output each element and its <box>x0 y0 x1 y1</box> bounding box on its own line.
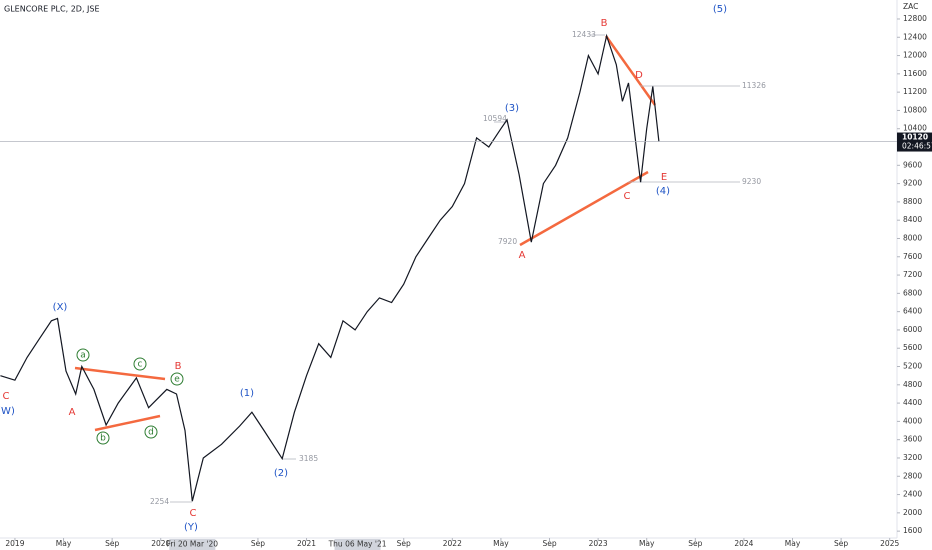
y-tick-label: 9600 <box>903 160 922 169</box>
trend-line <box>519 170 649 247</box>
crosshair-date-box <box>169 539 216 550</box>
y-tick-label: 6800 <box>903 288 922 297</box>
level-label: 9230 <box>742 177 761 186</box>
x-tick-label: 2019 <box>5 539 24 548</box>
y-tick-label: 9200 <box>903 179 922 188</box>
y-tick-label: 4000 <box>903 416 922 425</box>
wave-circle <box>133 357 147 371</box>
trend-lines <box>74 35 657 432</box>
wave-circle <box>170 372 184 386</box>
y-tick-label: 12000 <box>903 51 927 60</box>
wave-label: D <box>635 70 643 81</box>
x-tick-label: 2023 <box>589 539 608 548</box>
wave-label: a <box>80 351 86 361</box>
crosshair-date-label: Fri 20 Mar '20 <box>167 540 219 549</box>
wave-label: b <box>100 434 106 444</box>
y-tick-label: 8400 <box>903 215 922 224</box>
y-tick-label: 5600 <box>903 343 922 352</box>
x-tick-label: 2022 <box>443 539 462 548</box>
crosshair-date-label: Thu 06 May '21 <box>328 540 387 549</box>
y-tick-label: 7600 <box>903 252 922 261</box>
current-price-label: 10120 <box>902 133 928 142</box>
price-line <box>0 33 660 502</box>
wave-label: (3) <box>505 103 519 114</box>
wave-label: d <box>148 428 154 438</box>
y-tick-label: 12800 <box>903 14 927 23</box>
wave-label: A <box>519 250 526 261</box>
wave-label: B <box>175 361 182 372</box>
wave-label: (Y) <box>184 522 198 533</box>
y-tick-label: 4400 <box>903 398 922 407</box>
level-label: 2254 <box>150 497 169 506</box>
countdown-label: 02:46:57 <box>902 142 932 151</box>
wave-label: C <box>3 391 10 402</box>
y-tick-label: 8800 <box>903 197 922 206</box>
wave-label: E <box>661 172 667 183</box>
y-tick-label: 6000 <box>903 325 922 334</box>
x-tick-label: Sep <box>397 539 411 548</box>
y-tick-label: 1600 <box>903 526 922 535</box>
level-label: 3185 <box>299 454 318 463</box>
wave-labels: C (W) (X) A a b c d B e C (Y) (1) (2) (3… <box>0 4 727 533</box>
wave-label: B <box>601 18 608 29</box>
level-label: 12433 <box>572 30 596 39</box>
x-tick-label: May <box>785 539 801 548</box>
wave-label: (1) <box>240 388 254 399</box>
y-tick-label: 6400 <box>903 307 922 316</box>
wave-label: c <box>138 360 143 370</box>
y-tick-label: 7200 <box>903 270 922 279</box>
x-tick-label: 2021 <box>297 539 316 548</box>
x-tick-label: Sep <box>542 539 556 548</box>
x-tick-label: Sep <box>105 539 119 548</box>
x-tick-label: May <box>493 539 509 548</box>
wave-label: C <box>624 191 631 202</box>
y-tick-label: 2000 <box>903 508 922 517</box>
x-tick-label: May <box>639 539 655 548</box>
y-tick-label: 11600 <box>903 69 927 78</box>
wave-label: (X) <box>53 302 68 313</box>
y-tick-label: 2400 <box>903 490 922 499</box>
level-label: 7920 <box>498 237 517 246</box>
x-tick-label: Sep <box>251 539 265 548</box>
chart-title: GLENCORE PLC, 2D, JSE <box>4 5 100 14</box>
x-tick-label: May <box>56 539 72 548</box>
x-tick-label: Sep <box>688 539 702 548</box>
y-tick-label: 12400 <box>903 32 927 41</box>
level-label: 11326 <box>742 81 766 90</box>
currency-label: ZAC <box>903 2 918 11</box>
level-label: 10594 <box>483 114 507 123</box>
y-tick-label: 5200 <box>903 362 922 371</box>
trend-line <box>94 414 161 432</box>
y-tick-label: 10400 <box>903 124 927 133</box>
wave-circle <box>76 348 90 362</box>
y-tick-label: 3600 <box>903 435 922 444</box>
wave-label: (5) <box>713 4 727 15</box>
wave-circle <box>96 431 110 445</box>
y-tick-label: 3200 <box>903 453 922 462</box>
y-tick-label: 10800 <box>903 105 927 114</box>
x-tick-label: 2025 <box>880 539 899 548</box>
y-tick-label: 2800 <box>903 471 922 480</box>
x-tick-label: 2024 <box>734 539 753 548</box>
y-tick-label: 8000 <box>903 233 922 242</box>
x-tick-label: Sep <box>834 539 848 548</box>
x-tick-label: 2020 <box>151 539 170 548</box>
wave-label: e <box>174 375 180 385</box>
wave-label: C <box>190 508 197 519</box>
trend-line <box>74 366 166 381</box>
wave-label: (W) <box>0 406 15 417</box>
y-tick-label: 4800 <box>903 380 922 389</box>
wave-label: A <box>69 407 76 418</box>
wave-circle <box>144 425 158 439</box>
current-price-box <box>897 132 932 152</box>
wave-label: (4) <box>656 186 670 197</box>
trend-line <box>604 35 657 106</box>
y-tick-label: 11200 <box>903 87 927 96</box>
wave-label: (2) <box>274 468 288 479</box>
crosshair-date-box <box>334 539 381 550</box>
